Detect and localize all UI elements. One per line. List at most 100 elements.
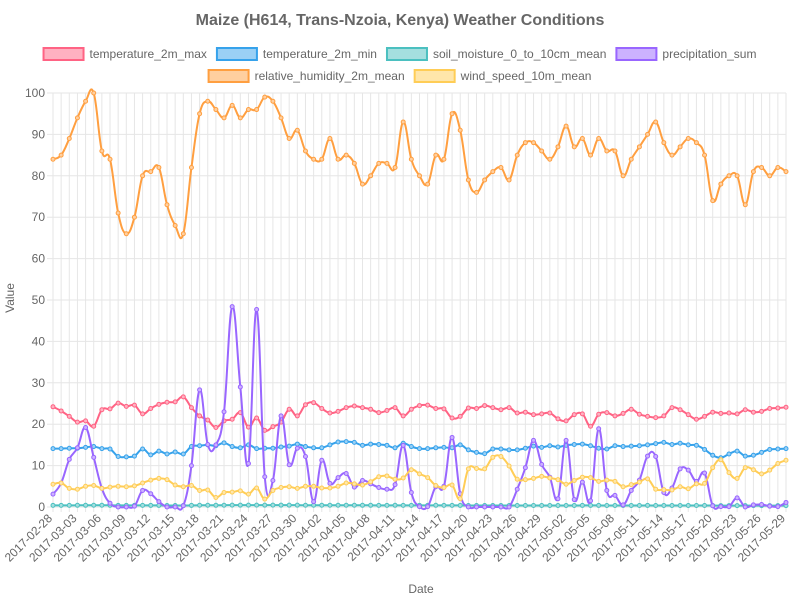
data-point: [197, 111, 203, 117]
data-point: [522, 409, 528, 415]
legend-label: temperature_2m_max: [90, 47, 207, 61]
legend-swatch: [413, 69, 456, 83]
data-point: [555, 444, 561, 450]
data-point: [156, 165, 162, 171]
data-point: [237, 115, 243, 121]
legend-item-precipitation_sum[interactable]: precipitation_sum: [615, 47, 756, 61]
data-point: [180, 451, 186, 457]
data-point: [351, 403, 357, 409]
data-point: [188, 405, 194, 411]
data-point: [91, 482, 97, 488]
data-point: [636, 479, 642, 485]
y-tick-label: 70: [32, 210, 46, 224]
data-point: [457, 127, 463, 133]
data-point: [335, 439, 341, 445]
data-point: [123, 454, 129, 460]
data-point: [498, 407, 504, 413]
x-axis-ticks: 2017-02-282017-03-032017-03-062017-03-09…: [2, 511, 789, 565]
data-point: [205, 502, 211, 508]
data-point: [612, 502, 618, 508]
data-point: [229, 444, 235, 450]
legend-label: precipitation_sum: [662, 47, 756, 61]
data-point: [661, 140, 667, 146]
data-point: [474, 504, 480, 510]
data-point: [180, 394, 186, 400]
data-point: [58, 446, 64, 452]
data-point: [327, 480, 333, 486]
data-point: [653, 119, 659, 125]
data-point: [197, 413, 203, 419]
data-point: [58, 480, 64, 486]
data-point: [83, 483, 89, 489]
data-point: [384, 473, 390, 479]
legend-swatch: [42, 47, 85, 61]
data-point: [702, 503, 708, 509]
data-point: [74, 445, 80, 451]
data-point: [400, 413, 406, 419]
data-point: [750, 169, 756, 175]
data-point: [775, 165, 781, 171]
data-point: [164, 202, 170, 208]
y-tick-label: 80: [32, 169, 46, 183]
data-point: [588, 475, 594, 481]
data-point: [254, 107, 260, 113]
data-point: [433, 405, 439, 411]
data-point: [539, 148, 545, 154]
data-point: [490, 405, 496, 411]
data-point: [205, 441, 211, 447]
data-point: [229, 304, 235, 310]
data-point: [661, 439, 667, 445]
data-point: [612, 413, 618, 419]
data-point: [91, 423, 97, 429]
data-point: [417, 471, 422, 477]
data-point: [620, 173, 626, 179]
data-point: [514, 476, 520, 482]
chart-title: Maize (H614, Trans-Nzoia, Kenya) Weather…: [196, 12, 605, 29]
data-point: [726, 173, 732, 179]
data-point: [506, 447, 512, 453]
data-point: [522, 465, 528, 471]
data-point: [612, 148, 618, 154]
data-point: [596, 478, 602, 484]
data-point: [408, 406, 414, 412]
data-point: [302, 402, 308, 408]
data-point: [457, 496, 463, 502]
data-point: [278, 485, 284, 491]
data-point: [148, 405, 154, 411]
data-point: [107, 500, 113, 506]
legend-item-temperature_2m_min[interactable]: temperature_2m_min: [215, 47, 377, 61]
legend-swatch: [615, 47, 658, 61]
data-point: [433, 502, 439, 508]
legend[interactable]: temperature_2m_max temperature_2m_min soil…: [42, 47, 757, 83]
data-point: [498, 453, 504, 459]
data-point: [604, 502, 610, 508]
data-point: [449, 502, 455, 508]
data-point: [783, 169, 789, 175]
y-tick-label: 10: [32, 459, 46, 473]
data-point: [392, 482, 398, 488]
data-point: [465, 447, 471, 453]
data-point: [302, 502, 308, 508]
data-point: [604, 477, 610, 483]
data-point: [270, 98, 276, 104]
legend-item-relative_humidity_2m_mean[interactable]: relative_humidity_2m_mean: [207, 69, 405, 83]
data-point: [612, 492, 618, 498]
legend-item-wind_speed_10m_mean[interactable]: wind_speed_10m_mean: [413, 69, 592, 83]
legend-item-soil_moisture_0_to_10cm_mean[interactable]: soil_moisture_0_to_10cm_mean: [385, 47, 606, 61]
legend-item-temperature_2m_max[interactable]: temperature_2m_max: [42, 47, 207, 61]
data-point: [547, 443, 553, 449]
data-point: [522, 503, 528, 509]
y-tick-label: 30: [32, 376, 46, 390]
data-point: [66, 413, 72, 419]
data-point: [392, 445, 398, 451]
data-point: [197, 387, 203, 393]
data-point: [172, 504, 178, 510]
data-point: [710, 465, 716, 471]
data-point: [653, 486, 659, 492]
data-point: [702, 470, 708, 476]
data-point: [343, 470, 349, 476]
data-point: [579, 411, 585, 417]
data-point: [286, 443, 292, 449]
data-point: [66, 502, 72, 508]
